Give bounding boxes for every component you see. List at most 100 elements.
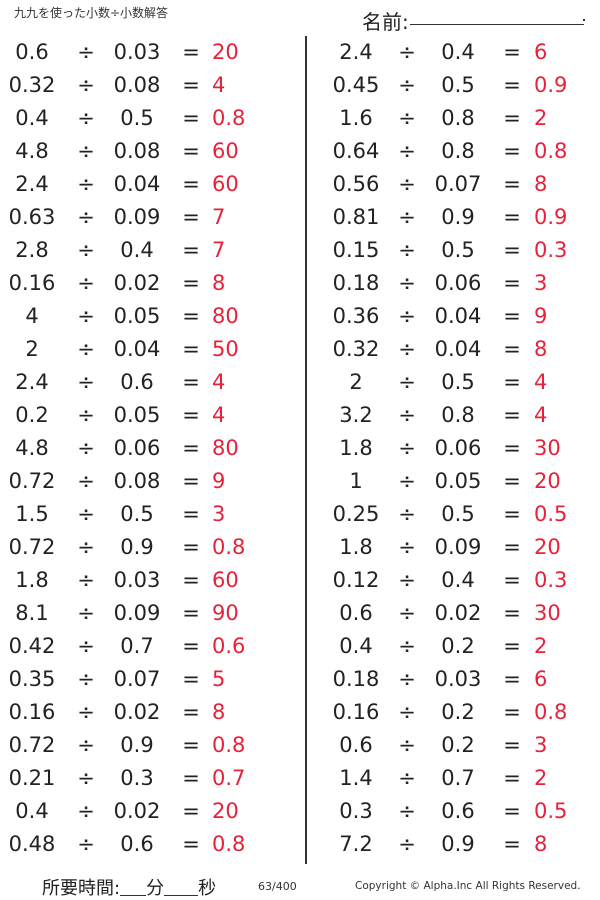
division-sign: ÷ [398, 700, 416, 724]
seconds-blank[interactable] [164, 879, 191, 896]
dividend: 7.2 [339, 832, 373, 856]
answer: 90 [212, 601, 239, 625]
problem-row: 1.5 ÷ 0.5 = 3 [0, 498, 305, 531]
equals-sign: = [182, 238, 200, 262]
dividend: 0.25 [332, 502, 380, 526]
equals-sign: = [182, 205, 200, 229]
equals-sign: = [503, 766, 521, 790]
dividend: 0.56 [332, 172, 380, 196]
dividend: 0.48 [8, 832, 56, 856]
equals-sign: = [503, 799, 521, 823]
divisor: 0.08 [113, 73, 161, 97]
problem-row: 0.72 ÷ 0.08 = 9 [0, 465, 305, 498]
problem-row: 0.63 ÷ 0.09 = 7 [0, 201, 305, 234]
answer: 0.3 [534, 568, 568, 592]
problem-row: 7.2 ÷ 0.9 = 8 [307, 828, 600, 861]
problem-row: 2.8 ÷ 0.4 = 7 [0, 234, 305, 267]
time-label: 所要時間: [42, 878, 121, 899]
answer: 50 [212, 337, 239, 361]
seconds-blank-2[interactable] [190, 879, 199, 896]
equals-sign: = [503, 337, 521, 361]
name-line-end-dot [583, 19, 585, 21]
dividend: 2.4 [15, 172, 49, 196]
division-sign: ÷ [77, 502, 95, 526]
minutes-unit: 分 [146, 878, 165, 899]
problem-row: 0.81 ÷ 0.9 = 0.9 [307, 201, 600, 234]
division-sign: ÷ [398, 667, 416, 691]
dividend: 0.16 [8, 700, 56, 724]
answer: 0.9 [534, 205, 568, 229]
divisor: 0.5 [120, 502, 154, 526]
equals-sign: = [503, 568, 521, 592]
problem-row: 0.18 ÷ 0.06 = 3 [307, 267, 600, 300]
dividend: 0.4 [15, 799, 49, 823]
problem-row: 0.18 ÷ 0.03 = 6 [307, 663, 600, 696]
dividend: 0.72 [8, 733, 56, 757]
dividend: 2.8 [15, 238, 49, 262]
answer: 6 [534, 40, 548, 64]
problem-row: 3.2 ÷ 0.8 = 4 [307, 399, 600, 432]
divisor: 0.4 [120, 238, 154, 262]
problem-row: 2 ÷ 0.5 = 4 [307, 366, 600, 399]
problem-row: 0.36 ÷ 0.04 = 9 [307, 300, 600, 333]
equals-sign: = [503, 172, 521, 196]
division-sign: ÷ [398, 337, 416, 361]
dividend: 0.21 [8, 766, 56, 790]
minutes-blank[interactable] [120, 879, 147, 896]
division-sign: ÷ [77, 337, 95, 361]
dividend: 0.18 [332, 271, 380, 295]
answer: 2 [534, 634, 548, 658]
problem-row: 0.15 ÷ 0.5 = 0.3 [307, 234, 600, 267]
dividend: 1.4 [339, 766, 373, 790]
answer: 3 [212, 502, 226, 526]
division-sign: ÷ [398, 139, 416, 163]
equals-sign: = [182, 601, 200, 625]
problem-row: 1.6 ÷ 0.8 = 2 [307, 102, 600, 135]
dividend: 0.36 [332, 304, 380, 328]
answer: 8 [534, 172, 548, 196]
divisor: 0.06 [434, 436, 482, 460]
divisor: 0.2 [441, 700, 475, 724]
division-sign: ÷ [77, 799, 95, 823]
answer: 0.3 [534, 238, 568, 262]
problem-row: 1.8 ÷ 0.03 = 60 [0, 564, 305, 597]
dividend: 2.4 [15, 370, 49, 394]
divisor: 0.8 [441, 139, 475, 163]
dividend: 1 [349, 469, 363, 493]
dividend: 1.8 [339, 436, 373, 460]
problem-row: 0.21 ÷ 0.3 = 0.7 [0, 762, 305, 795]
answer: 60 [212, 568, 239, 592]
equals-sign: = [182, 502, 200, 526]
divisor: 0.02 [113, 799, 161, 823]
problem-row: 4.8 ÷ 0.08 = 60 [0, 135, 305, 168]
equals-sign: = [503, 601, 521, 625]
equals-sign: = [182, 106, 200, 130]
divisor: 0.5 [120, 106, 154, 130]
name-field-line[interactable] [410, 24, 584, 25]
equals-sign: = [503, 733, 521, 757]
division-sign: ÷ [77, 73, 95, 97]
answer: 0.7 [212, 766, 246, 790]
answer: 0.8 [212, 832, 246, 856]
division-sign: ÷ [77, 40, 95, 64]
answer: 6 [534, 667, 548, 691]
answer: 0.8 [212, 535, 246, 559]
dividend: 0.45 [332, 73, 380, 97]
equals-sign: = [182, 634, 200, 658]
problem-row: 8.1 ÷ 0.09 = 90 [0, 597, 305, 630]
division-sign: ÷ [398, 172, 416, 196]
divisor: 0.6 [441, 799, 475, 823]
answer: 9 [534, 304, 548, 328]
dividend: 4 [25, 304, 39, 328]
problem-row: 0.72 ÷ 0.9 = 0.8 [0, 729, 305, 762]
dividend: 0.2 [15, 403, 49, 427]
division-sign: ÷ [398, 766, 416, 790]
problem-row: 1 ÷ 0.05 = 20 [307, 465, 600, 498]
divisor: 0.7 [120, 634, 154, 658]
answer: 3 [534, 271, 548, 295]
division-sign: ÷ [77, 172, 95, 196]
division-sign: ÷ [77, 634, 95, 658]
dividend: 0.3 [339, 799, 373, 823]
division-sign: ÷ [398, 106, 416, 130]
division-sign: ÷ [398, 271, 416, 295]
